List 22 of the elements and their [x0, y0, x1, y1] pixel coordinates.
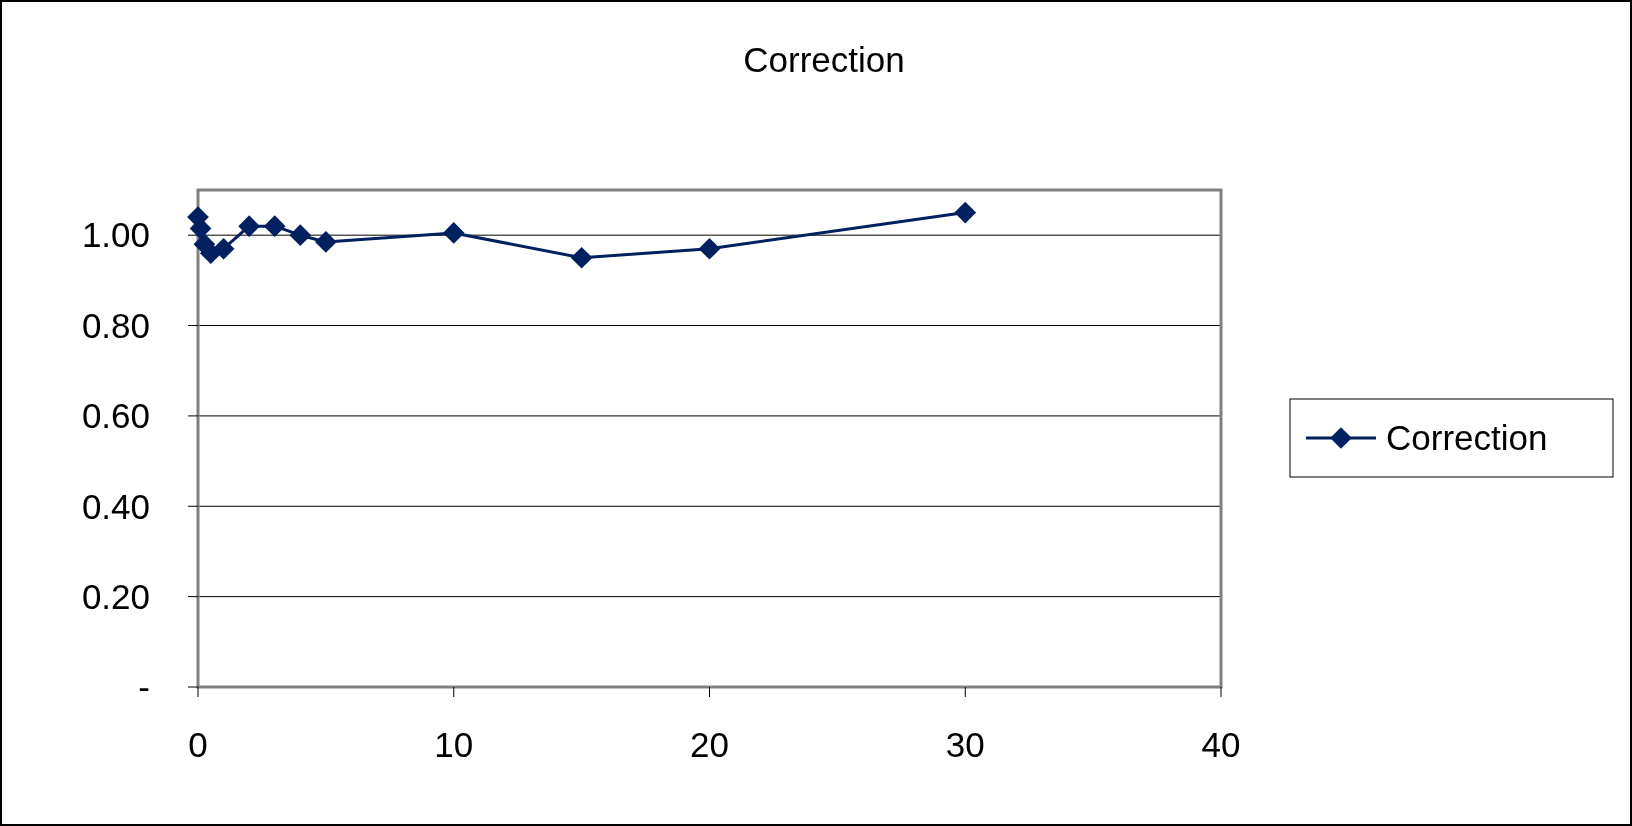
y-tick-label: 0.40	[81, 486, 150, 526]
legend-label: Correction	[1386, 418, 1548, 458]
y-tick-label: 1.00	[81, 215, 150, 255]
point	[570, 246, 593, 269]
point	[289, 224, 312, 247]
point	[315, 231, 337, 253]
chart-title: Correction	[743, 40, 905, 79]
y-tick-label: -	[138, 667, 150, 707]
y-tick-label: 0.80	[81, 305, 150, 345]
x-tick-label: 20	[690, 725, 729, 764]
x-tick-label: 40	[1201, 725, 1241, 764]
point	[954, 201, 977, 224]
point	[238, 215, 260, 237]
point	[263, 215, 286, 237]
point	[698, 237, 721, 260]
point	[212, 237, 235, 260]
x-tick-label: 0	[188, 725, 208, 764]
y-tick-label: 0.20	[81, 576, 150, 616]
x-tick-label: 30	[945, 725, 985, 764]
point	[442, 222, 465, 244]
x-tick-label: 10	[434, 725, 474, 764]
y-tick-label: 0.60	[81, 396, 150, 436]
